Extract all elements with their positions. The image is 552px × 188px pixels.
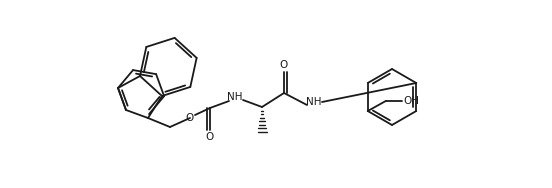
Text: O: O [280, 60, 288, 70]
Text: OH: OH [404, 96, 420, 106]
Text: NH: NH [227, 92, 243, 102]
Text: O: O [186, 113, 194, 123]
Text: NH: NH [306, 97, 322, 107]
Text: O: O [206, 132, 214, 142]
